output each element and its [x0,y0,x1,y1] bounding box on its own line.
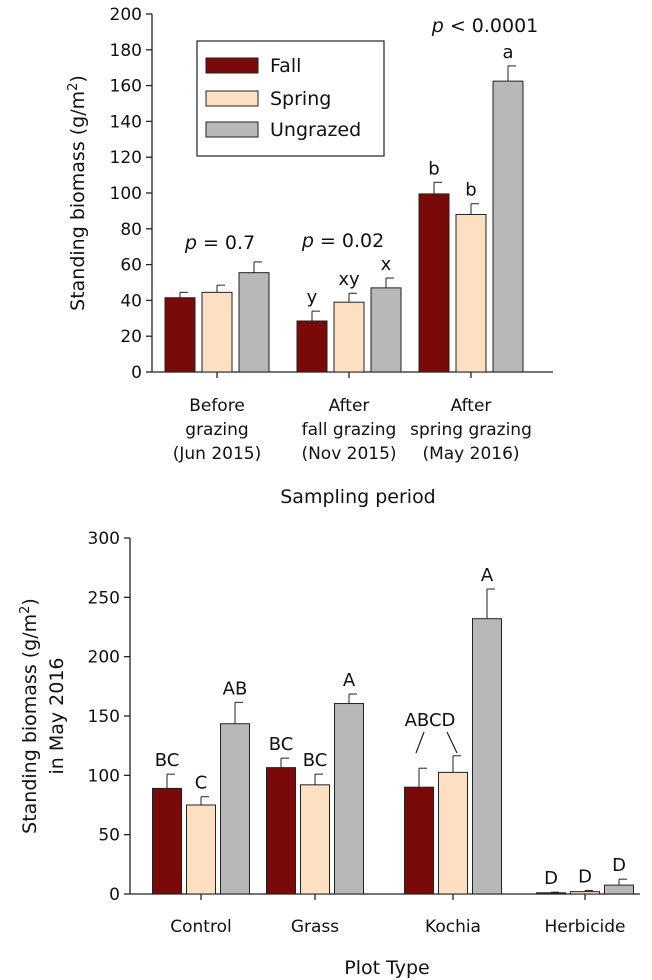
y-tick-label: 50 [98,826,120,846]
letter-ungrazed: D [612,855,626,876]
bar-fall [418,193,450,373]
legend-label-spring: Spring [270,88,331,110]
y-tick-label: 160 [110,77,142,97]
y-axis-title: Standing biomass (g/m2) [18,598,42,834]
y-axis-title-line2: in May 2016 [46,657,68,774]
bar-fall [536,892,566,895]
x-ticks: Before grazing (Jun 2015) After fall grazing… [173,372,532,464]
legend-label-fall: Fall [270,55,301,77]
x-tick-label: (May 2016) [422,444,519,464]
x-tick-label: Before [189,396,245,416]
y-tick-label: 100 [88,766,120,786]
chart-bottom: 0 50 100 150 200 250 300 Control Grass Kochia Her… [18,529,640,979]
x-tick-label: spring grazing [410,420,532,440]
y-tick-label: 140 [110,112,142,132]
x-tick-label: (Nov 2015) [301,444,396,464]
x-tick-label: Herbicide [544,917,625,937]
y-tick-label: 300 [88,529,120,549]
bar-spring [455,213,487,373]
legend-swatch-spring [205,90,259,107]
y-tick-label: 180 [110,41,142,61]
bar-spring [438,771,468,895]
y-tick-label: 40 [120,291,142,311]
x-tick-label: fall grazing [302,420,397,440]
y-tick-label: 60 [120,256,142,276]
y-axis-title: Standing biomass (g/m2) [66,75,90,311]
x-tick-label: grazing [185,420,248,440]
letter-spring: xy [338,269,360,290]
bar-ungrazed [370,287,402,373]
bar-ungrazed [492,80,524,373]
x-axis-title: Plot Type [344,957,430,979]
shared-letter-connector-fall [415,731,425,754]
y-ticks: 0 50 100 150 200 250 300 [88,529,130,905]
y-tick-label: 150 [88,707,120,727]
y-tick-label: 0 [109,885,120,905]
letter-ungrazed: A [481,565,494,586]
bar-spring [333,301,365,373]
letter-fall: D [544,868,558,889]
legend: Fall Spring Ungrazed [196,40,385,157]
bar-spring [570,891,600,895]
bar-fall [404,786,434,895]
letter-spring: b [465,180,476,201]
letter-fall: y [307,287,318,308]
letter-fall: b [428,158,439,179]
x-tick-label: Kochia [425,917,481,937]
letter-fall: BC [269,734,294,755]
bar-ungrazed [238,272,270,373]
legend-label-ungrazed: Ungrazed [270,119,361,141]
x-tick-label: Grass [291,917,339,937]
bar-fall [152,787,182,895]
bar-spring [300,784,330,895]
letter-ungrazed: a [502,42,513,63]
letter-spring: C [195,773,208,794]
bar-ungrazed [604,884,634,895]
y-ticks: 0 20 40 60 80 100 120 140 160 180 200 [110,5,152,383]
y-tick-label: 20 [120,327,142,347]
y-tick-label: 250 [88,588,120,608]
shared-letter-connector-spring [446,731,458,754]
bar-ungrazed [472,618,502,895]
shared-letter-kochia: ABCD [405,710,456,731]
y-tick-label: 100 [110,184,142,204]
p-value-fall: p = 0.02 [301,230,384,252]
bar-fall [266,767,296,895]
bar-fall [164,297,196,373]
bar-spring [186,804,216,895]
letter-fall: BC [155,750,180,771]
x-tick-label: Control [170,917,231,937]
x-tick-label: After [451,396,492,416]
y-tick-label: 120 [110,148,142,168]
bar-ungrazed [220,723,250,895]
y-tick-label: 200 [110,5,142,25]
p-value-before: p = 0.7 [184,232,255,254]
legend-swatch-ungrazed [205,121,259,138]
letter-spring: BC [303,750,328,771]
y-tick-label: 0 [131,363,142,383]
y-tick-label: 80 [120,220,142,240]
bar-ungrazed [334,703,364,895]
legend-frame [196,40,385,157]
legend-swatch-fall [205,57,259,74]
letter-ungrazed: A [343,670,356,691]
bar-fall [296,320,328,373]
chart-top: 0 20 40 60 80 100 120 140 160 180 200 Before grazin… [66,5,553,508]
bars [152,588,634,895]
x-axis-title: Sampling period [280,486,436,508]
bars [164,65,524,373]
y-tick-label: 200 [88,648,120,668]
letter-ungrazed: x [381,254,392,275]
x-tick-label: (Jun 2015) [173,444,262,464]
letter-ungrazed: AB [223,678,248,699]
x-tick-label: After [329,396,370,416]
bar-spring [201,291,233,373]
x-ticks: Control Grass Kochia Herbicide [170,894,626,937]
letter-spring: D [578,866,592,887]
p-value-spring: p < 0.0001 [431,15,539,37]
